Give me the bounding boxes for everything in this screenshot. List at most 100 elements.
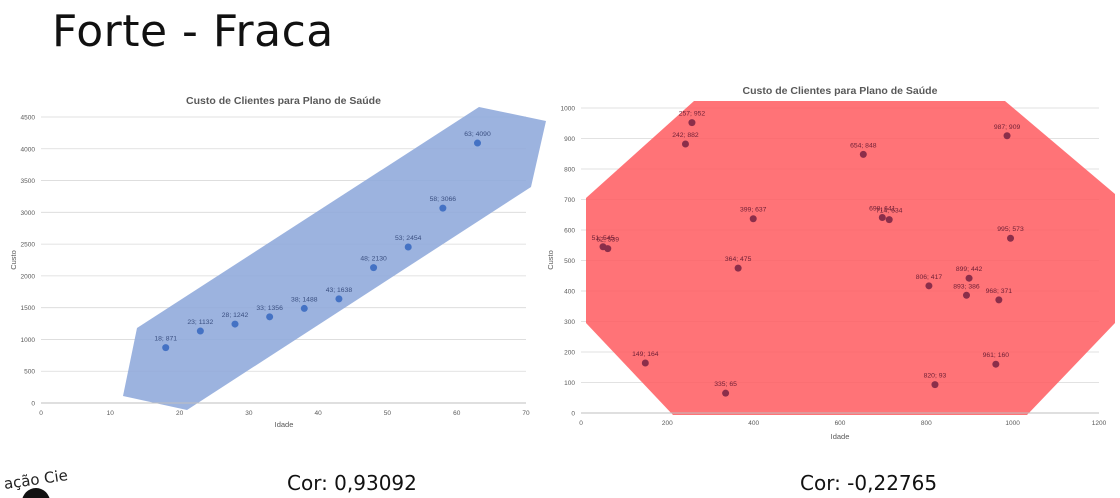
y-axis-label: Custo <box>9 250 18 270</box>
y-tick-label: 500 <box>24 369 35 376</box>
correlation-label-left: Cor: 0,93092 <box>287 471 417 495</box>
data-label: 987; 909 <box>994 124 1021 131</box>
y-tick-label: 600 <box>564 228 575 235</box>
y-tick-label: 200 <box>564 350 575 357</box>
y-tick-label: 500 <box>564 258 575 265</box>
data-label: 28; 1242 <box>222 312 249 319</box>
data-point <box>604 245 612 253</box>
data-point <box>962 291 970 299</box>
scatter-chart-strong: 0 500 1000 1500 2000 2500 3000 3500 4000 4500 0 10 2… <box>9 95 546 429</box>
data-point <box>965 274 973 282</box>
data-label: 820; 93 <box>924 373 947 380</box>
data-point <box>266 313 274 321</box>
data-label: 242; 882 <box>672 132 699 139</box>
y-tick-label: 1000 <box>21 337 36 344</box>
correlation-label-right: Cor: -0,22765 <box>800 471 938 495</box>
y-tick-label: 3000 <box>21 210 36 217</box>
data-point <box>688 119 696 127</box>
data-point <box>885 216 893 224</box>
data-point <box>1003 132 1011 140</box>
data-label: 399; 637 <box>740 207 767 214</box>
data-point <box>925 282 933 290</box>
data-label: 53; 2454 <box>395 235 422 242</box>
chart-title: Custo de Clientes para Plano de Saúde <box>743 85 938 97</box>
chart-title: Custo de Clientes para Plano de Saúde <box>186 95 381 107</box>
data-point <box>300 304 308 312</box>
data-point <box>722 389 730 397</box>
data-label: 43; 1638 <box>326 287 353 294</box>
y-tick-label: 300 <box>564 319 575 326</box>
data-point <box>474 139 481 147</box>
x-tick-label: 800 <box>921 420 932 427</box>
data-point <box>995 296 1003 304</box>
y-axis-label: Custo <box>546 250 555 270</box>
x-tick-label: 0 <box>39 410 43 417</box>
data-point <box>370 264 378 272</box>
data-label: 18; 871 <box>154 336 177 343</box>
y-tick-label: 4500 <box>21 115 36 122</box>
x-tick-label: 30 <box>245 410 253 417</box>
data-label: 23; 1132 <box>187 319 213 326</box>
y-tick-label: 2000 <box>21 273 36 280</box>
data-point <box>439 204 447 212</box>
data-label: 335; 65 <box>714 381 737 388</box>
data-label: 62; 539 <box>596 237 619 244</box>
data-point <box>749 215 757 223</box>
data-label: 714; 634 <box>876 208 903 215</box>
data-point <box>878 213 886 221</box>
x-tick-label: 50 <box>384 410 392 417</box>
x-axis-label: Idade <box>275 420 294 429</box>
y-tick-label: 3500 <box>21 178 36 185</box>
data-point <box>681 140 689 148</box>
data-label: 893; 386 <box>953 283 980 290</box>
y-tick-label: 0 <box>571 411 575 418</box>
data-label: 51; 545 <box>592 235 615 242</box>
data-label: 38; 1488 <box>291 296 318 303</box>
y-tick-label: 100 <box>564 380 575 387</box>
data-label: 33; 1356 <box>256 305 283 312</box>
y-tick-label: 1500 <box>21 305 36 312</box>
y-tick-label: 1000 <box>561 106 576 113</box>
x-tick-label: 600 <box>835 420 846 427</box>
data-point <box>196 327 204 335</box>
slide-title: Forte - Fraca <box>52 6 334 57</box>
x-tick-label: 0 <box>579 420 583 427</box>
data-point <box>162 344 170 352</box>
data-label: 899; 442 <box>956 266 983 273</box>
x-tick-label: 70 <box>522 410 530 417</box>
data-point <box>1007 234 1015 242</box>
data-point <box>734 264 742 272</box>
data-label: 48; 2130 <box>360 256 387 263</box>
y-tick-label: 900 <box>564 136 575 143</box>
y-tick-label: 0 <box>31 401 35 408</box>
x-tick-label: 20 <box>176 410 184 417</box>
data-point <box>992 360 1000 368</box>
data-point <box>335 295 343 303</box>
y-tick-label: 700 <box>564 197 575 204</box>
data-point <box>404 243 412 251</box>
y-tick-label: 4000 <box>21 146 36 153</box>
x-axis-label: Idade <box>831 432 850 441</box>
x-tick-label: 1000 <box>1005 420 1020 427</box>
data-label: 968; 371 <box>986 288 1013 295</box>
x-tick-label: 10 <box>107 410 115 417</box>
data-label: 63; 4090 <box>464 131 491 138</box>
logo: ação Cie <box>3 466 69 498</box>
data-label: 257; 952 <box>679 111 706 118</box>
data-label: 995; 573 <box>997 226 1024 233</box>
x-tick-label: 200 <box>662 420 673 427</box>
highlight-band-red <box>586 101 1115 415</box>
data-label: 58; 3066 <box>430 196 457 203</box>
x-tick-label: 60 <box>453 410 461 417</box>
data-label: 806; 417 <box>916 274 943 281</box>
highlight-band-blue <box>123 107 546 410</box>
data-label: 149; 164 <box>632 351 659 358</box>
data-point <box>641 359 649 367</box>
data-point <box>231 320 239 328</box>
data-label: 654; 848 <box>850 142 877 149</box>
scatter-chart-weak: 0 100 200 300 400 500 600 700 800 900 1000 0 200 400 6… <box>546 85 1115 441</box>
x-tick-label: 1200 <box>1092 420 1107 427</box>
x-tick-label: 40 <box>315 410 323 417</box>
y-tick-label: 2500 <box>21 242 36 249</box>
data-label: 364; 475 <box>725 256 752 263</box>
